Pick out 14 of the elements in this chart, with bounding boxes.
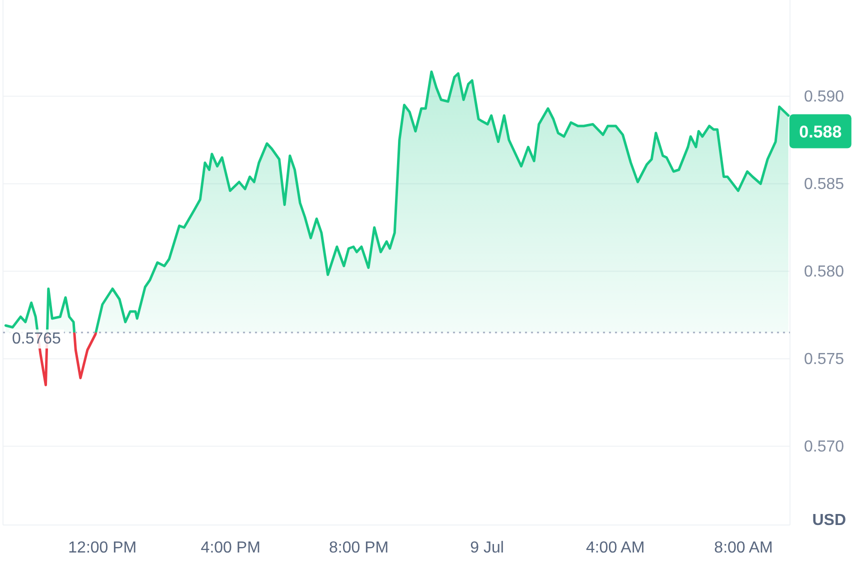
y-tick-label: 0.585 <box>804 176 844 193</box>
x-tick-label: 4:00 AM <box>586 539 645 556</box>
x-tick-label: 4:00 PM <box>200 539 260 556</box>
annotation: 0.588 <box>799 122 842 142</box>
y-tick-label: 0.575 <box>804 350 844 368</box>
ref-line-label: 0.5765 <box>12 330 62 348</box>
x-tick-label: 9 Jul <box>470 539 504 556</box>
y-tick-label: 0.580 <box>804 263 844 280</box>
y-tick-label: 0.570 <box>804 438 844 456</box>
x-tick-label: 8:00 PM <box>329 539 389 556</box>
x-tick-label: 12:00 PM <box>68 539 137 556</box>
x-tick-label: 8:00 AM <box>714 539 773 556</box>
y-axis-title: USD <box>812 512 846 529</box>
y-tick-label: 0.590 <box>804 88 844 106</box>
